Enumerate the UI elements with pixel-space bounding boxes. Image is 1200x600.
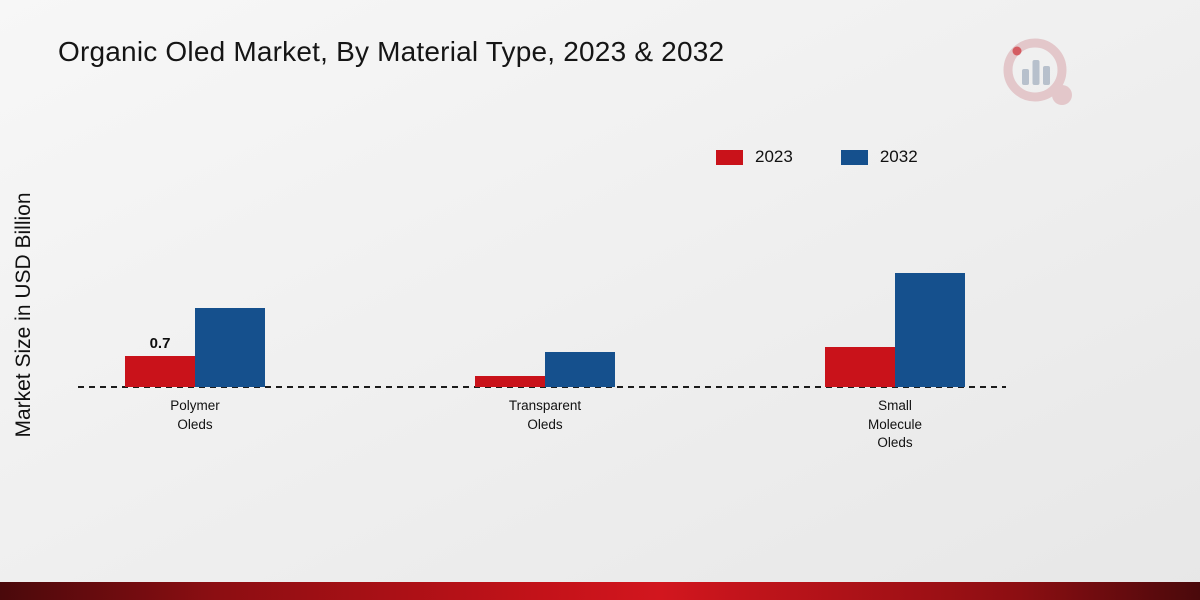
category-label-transparent-oleds: Transparent Oleds — [508, 398, 582, 432]
legend-label-2032: 2032 — [879, 147, 918, 166]
legend-label-2023: 2023 — [755, 147, 793, 166]
legend-swatch-2023 — [716, 149, 743, 165]
footer-red-bar — [0, 582, 1200, 600]
bar-value-label: 0.7 — [149, 335, 171, 353]
bar-2023-polymer-oleds — [125, 356, 195, 387]
legend-item-2023: 2023 — [716, 147, 793, 167]
bar-2032-transparent-oleds — [545, 352, 615, 387]
bar-2023-small-molecule-oleds — [825, 347, 895, 387]
bar-2023-transparent-oleds — [475, 376, 545, 387]
chart-title: Organic Oled Market, By Material Type, 2… — [58, 36, 725, 67]
legend-swatch-2032 — [840, 149, 868, 165]
category-label-small-molecule-oleds: Small Molecule Oleds — [867, 398, 923, 451]
legend-item-2032: 2032 — [840, 147, 918, 167]
bar-2032-small-molecule-oleds — [895, 273, 965, 387]
magnifier-bar-chart-icon — [1003, 38, 1072, 105]
brand-logo — [995, 28, 1087, 116]
bar-2032-polymer-oleds — [195, 308, 265, 387]
category-label-polymer-oleds: Polymer Oleds — [170, 398, 220, 432]
legend: 2023 2032 — [716, 147, 918, 167]
baseline-dashed — [78, 386, 1006, 388]
